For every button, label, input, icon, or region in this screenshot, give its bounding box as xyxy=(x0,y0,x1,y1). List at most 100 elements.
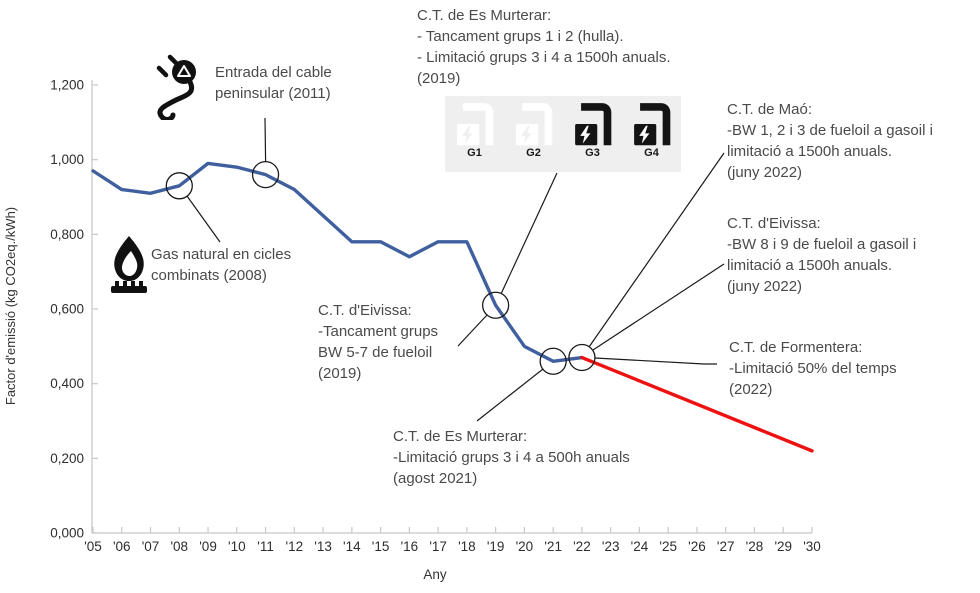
annotation-connector-line xyxy=(476,368,544,422)
annotation-line: (2019) xyxy=(318,365,362,382)
annotation-line: (agost 2021) xyxy=(393,470,478,487)
annotation-murterar-2021: C.T. de Es Murterar: -Limitació grups 3 … xyxy=(393,426,630,489)
event-marker-circle xyxy=(568,343,596,372)
x-tick-label: '19 xyxy=(487,539,505,554)
factory-closed-icon xyxy=(456,103,493,146)
annotation-connector-line xyxy=(457,314,488,347)
murterar-units-panel: G1 G2 G3 G4 xyxy=(445,96,681,172)
annotation-line: (juny 2022) xyxy=(727,164,803,181)
annotation-line: C.T. de Es Murterar: xyxy=(393,428,528,445)
x-tick-label: '12 xyxy=(286,539,304,554)
factory-active-icon xyxy=(574,103,611,146)
annotation-connector-line xyxy=(592,263,725,351)
x-axis-title: Any xyxy=(423,567,447,582)
x-tick-label: '24 xyxy=(631,539,649,554)
x-tick-label: '30 xyxy=(803,539,821,554)
annotation-line: C.T. de Es Murterar: xyxy=(417,7,552,24)
x-tick-label: '07 xyxy=(142,539,160,554)
annotation-line: Entrada del cable xyxy=(215,64,332,81)
annotation-cable-peninsular: Entrada del cable peninsular (2011) xyxy=(215,62,332,104)
y-axis-title: Factor d'emissió (kg CO2eq./kWh) xyxy=(3,207,18,405)
x-tick-label: '21 xyxy=(544,539,562,554)
x-tick-label: '09 xyxy=(199,539,217,554)
annotation-line: C.T. d'Eivissa: xyxy=(727,215,821,232)
annotation-line: C.T. de Formentera: xyxy=(729,339,863,356)
annotation-eivissa-2019: C.T. d'Eivissa: -Tancament grups BW 5-7 … xyxy=(318,300,438,384)
x-tick-label: '16 xyxy=(401,539,419,554)
annotation-line: Gas natural en cicles xyxy=(151,246,292,263)
annotation-connector-line xyxy=(594,357,717,365)
annotation-line: BW 5-7 de fueloil xyxy=(318,344,433,361)
x-tick-label: '20 xyxy=(516,539,534,554)
annotation-line: -BW 1, 2 i 3 de fueloil a gasoil i xyxy=(727,122,933,139)
projection-line xyxy=(580,355,814,453)
annotation-line: (2019) xyxy=(417,70,461,87)
flame-icon xyxy=(111,236,147,293)
annotation-line: -BW 8 i 9 de fueloil a gasoil i xyxy=(727,236,917,253)
annotation-line: C.T. d'Eivissa: xyxy=(318,302,412,319)
x-tick-label: '18 xyxy=(458,539,476,554)
unit-label: G3 xyxy=(585,147,600,159)
y-tick-label: 0,800 xyxy=(50,227,84,242)
annotation-eivissa-2022: C.T. d'Eivissa: -BW 8 i 9 de fueloil a g… xyxy=(727,213,916,297)
annotation-murterar-2019: C.T. de Es Murterar: - Tancament grups 1… xyxy=(417,5,670,89)
annotation-line: limitació a 1500h anuals. xyxy=(727,257,893,274)
y-tick-label: 0,200 xyxy=(50,451,84,466)
unit-label: G2 xyxy=(526,147,541,159)
unit-g1: G1 xyxy=(445,96,504,159)
event-marker-circle xyxy=(539,347,567,375)
x-tick-label: '08 xyxy=(170,539,188,554)
annotation-connector-line xyxy=(588,152,725,348)
x-tick-label: '13 xyxy=(314,539,332,554)
annotation-connector-line xyxy=(500,172,558,295)
factory-active-icon xyxy=(633,103,670,146)
annotation-line: - Limitació grups 3 i 4 a 1500h anuals. xyxy=(417,49,671,66)
historic-emission-line xyxy=(91,161,584,363)
plug-icon xyxy=(156,54,196,120)
unit-label: G1 xyxy=(467,147,482,159)
annotation-connector-line xyxy=(186,195,221,243)
annotation-line: C.T. de Maó: xyxy=(727,101,813,118)
y-tick-label: 0,000 xyxy=(50,526,84,541)
x-tick-label: '17 xyxy=(429,539,447,554)
y-tick-label: 1,200 xyxy=(50,78,84,93)
annotation-line: - Tancament grups 1 i 2 (hulla). xyxy=(417,28,624,45)
y-tick-label: 1,000 xyxy=(50,152,84,167)
factory-closed-icon xyxy=(515,103,552,146)
x-tick-label: '14 xyxy=(343,539,361,554)
unit-g4: G4 xyxy=(622,96,681,159)
annotation-gas-natural: Gas natural en cicles combinats (2008) xyxy=(151,244,291,286)
x-tick-label: '11 xyxy=(257,539,274,554)
annotation-line: (2022) xyxy=(729,381,773,398)
annotation-line: -Limitació 50% del temps xyxy=(729,360,897,377)
x-tick-label: '23 xyxy=(602,539,620,554)
x-tick-label: '26 xyxy=(688,539,706,554)
x-tick-label: '06 xyxy=(113,539,131,554)
x-tick-label: '05 xyxy=(84,539,102,554)
event-marker-circle xyxy=(481,291,510,319)
event-marker-circle xyxy=(165,172,193,200)
x-tick-label: '28 xyxy=(746,539,764,554)
event-marker-circle xyxy=(251,160,280,189)
annotation-mao: C.T. de Maó: -BW 1, 2 i 3 de fueloil a g… xyxy=(727,99,933,183)
annotation-formentera: C.T. de Formentera: -Limitació 50% del t… xyxy=(729,337,897,400)
unit-g2: G2 xyxy=(504,96,563,159)
annotation-line: -Tancament grups xyxy=(318,323,439,340)
annotation-connector-line xyxy=(264,117,267,163)
y-tick-label: 0,600 xyxy=(50,302,84,317)
x-tick-label: '27 xyxy=(717,539,735,554)
x-tick-label: '25 xyxy=(659,539,677,554)
unit-label: G4 xyxy=(644,147,659,159)
x-tick-label: '15 xyxy=(372,539,390,554)
annotation-line: (juny 2022) xyxy=(727,278,803,295)
annotation-line: -Limitació grups 3 i 4 a 500h anuals xyxy=(393,449,630,466)
annotation-line: limitació a 1500h anuals. xyxy=(727,143,893,160)
annotation-line: peninsular (2011) xyxy=(215,85,331,102)
unit-g3: G3 xyxy=(563,96,622,159)
annotation-line: combinats (2008) xyxy=(151,267,267,284)
x-tick-label: '10 xyxy=(228,539,246,554)
y-tick-label: 0,400 xyxy=(50,376,84,391)
x-tick-label: '29 xyxy=(774,539,792,554)
